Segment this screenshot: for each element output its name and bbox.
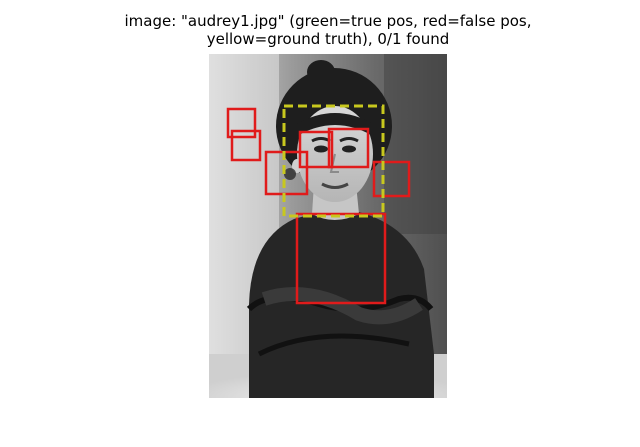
false-positive-box xyxy=(327,127,370,169)
false-positive-box xyxy=(264,150,309,196)
false-positive-box xyxy=(230,129,262,162)
figure-title-line-1: image: "audrey1.jpg" (green=true pos, re… xyxy=(124,12,532,30)
ground-truth-box xyxy=(282,104,385,218)
false-positive-box xyxy=(298,130,334,169)
false-positive-box xyxy=(295,212,387,305)
figure-title-line-2: yellow=ground truth), 0/1 found xyxy=(206,30,450,48)
false-positive-boxes xyxy=(226,107,411,305)
figure-title: image: "audrey1.jpg" (green=true pos, re… xyxy=(0,12,640,48)
false-positive-box xyxy=(372,160,411,198)
portrait-photo xyxy=(209,54,447,398)
false-positive-box xyxy=(226,107,257,139)
